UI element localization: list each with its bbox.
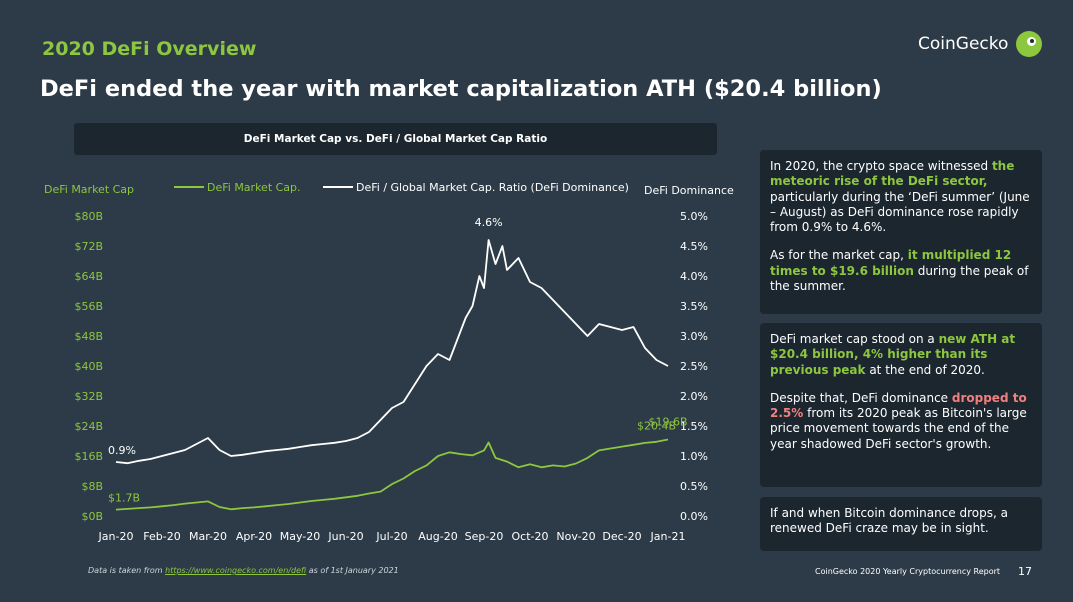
- report-footer: CoinGecko 2020 Yearly Cryptocurrency Rep…: [815, 567, 1001, 576]
- left-tick-label: $8B: [81, 480, 103, 493]
- left-tick-label: $24B: [74, 420, 103, 433]
- right-tick-label: 2.5%: [680, 360, 708, 373]
- page-number: 17: [1018, 565, 1032, 578]
- annotation-label: 0.9%: [108, 444, 136, 457]
- right-tick-label: 0.0%: [680, 510, 708, 523]
- legend-label-market-cap: DeFi Market Cap.: [207, 181, 301, 194]
- legend: DeFi Market Cap. DeFi / Global Market Ca…: [174, 181, 629, 194]
- annotation-label: $19.6B: [648, 416, 687, 429]
- x-tick-label: Jan-21: [650, 530, 686, 543]
- right-tick-label: 0.5%: [680, 480, 708, 493]
- insight-panel-summer: In 2020, the crypto space witnessed the …: [760, 150, 1042, 314]
- left-axis-ticks: $0B $8B $16B $24B $32B $40B $48B $56B $64B $72B $8…: [74, 210, 103, 523]
- x-tick-label: Jul-20: [375, 530, 407, 543]
- right-tick-label: 3.5%: [680, 300, 708, 313]
- left-tick-label: $56B: [74, 300, 103, 313]
- x-tick-label: Jan-20: [98, 530, 134, 543]
- right-tick-label: 1.5%: [680, 420, 708, 433]
- x-tick-label: May-20: [280, 530, 321, 543]
- insight-panel-ath: DeFi market cap stood on a new ATH at $2…: [760, 323, 1042, 487]
- right-axis-ticks: 0.0% 0.5% 1.0% 1.5% 2.0% 2.5% 3.0% 3.5% 4.0% 4.5%…: [680, 210, 708, 523]
- x-tick-label: Nov-20: [556, 530, 595, 543]
- left-tick-label: $80B: [74, 210, 103, 223]
- series-line-0: [115, 438, 669, 511]
- insight-panel-outlook: If and when Bitcoin dominance drops, a r…: [760, 497, 1042, 551]
- annotations: $1.7B $19.6B$20.4B 0.9% 4.6%: [108, 216, 688, 505]
- chart-title: DeFi Market Cap vs. DeFi / Global Market…: [74, 123, 717, 155]
- right-tick-label: 1.0%: [680, 450, 708, 463]
- left-axis-label: DeFi Market Cap: [44, 183, 134, 196]
- right-tick-label: 5.0%: [680, 210, 708, 223]
- annotation-label: $1.7B: [108, 492, 140, 505]
- x-tick-label: Apr-20: [236, 530, 272, 543]
- annotation-label: $20.4B: [637, 420, 676, 433]
- note-paragraph: DeFi market cap stood on a new ATH at $2…: [770, 332, 1016, 377]
- note-paragraph: As for the market cap, it multiplied 12 …: [770, 248, 1029, 294]
- source-note: Data is taken from https://www.coingecko…: [88, 566, 399, 575]
- note-paragraph: If and when Bitcoin dominance drops, a r…: [770, 506, 1008, 536]
- left-tick-label: $72B: [74, 240, 103, 253]
- chart: DeFi Market Cap. DeFi / Global Market Ca…: [44, 181, 734, 543]
- x-tick-label: Feb-20: [143, 530, 180, 543]
- legend-label-dominance: DeFi / Global Market Cap. Ratio (DeFi Do…: [356, 181, 629, 194]
- left-tick-label: $40B: [74, 360, 103, 373]
- left-tick-label: $32B: [74, 390, 103, 403]
- right-tick-label: 4.0%: [680, 270, 708, 283]
- brand[interactable]: CoinGecko: [918, 30, 1043, 58]
- left-tick-label: $64B: [74, 270, 103, 283]
- x-tick-label: Aug-20: [418, 530, 457, 543]
- right-axis-label: DeFi Dominance: [644, 184, 734, 197]
- brand-name: CoinGecko: [918, 34, 1009, 54]
- page-title: DeFi ended the year with market capitali…: [40, 76, 882, 102]
- left-tick-label: $48B: [74, 330, 103, 343]
- left-tick-label: $0B: [81, 510, 103, 523]
- series-line-1: [115, 239, 669, 465]
- note-paragraph: In 2020, the crypto space witnessed the …: [770, 159, 1030, 235]
- series-lines: [115, 239, 669, 511]
- right-tick-label: 4.5%: [680, 240, 708, 253]
- x-tick-label: Mar-20: [189, 530, 227, 543]
- right-tick-label: 3.0%: [680, 330, 708, 343]
- gecko-logo-icon: [1016, 31, 1043, 57]
- note-paragraph: Despite that, DeFi dominance dropped to …: [770, 390, 1027, 451]
- x-tick-label: Oct-20: [512, 530, 549, 543]
- x-tick-label: Dec-20: [602, 530, 641, 543]
- right-tick-label: 2.0%: [680, 390, 708, 403]
- annotation-label: 4.6%: [475, 216, 503, 229]
- x-tick-label: Jun-20: [327, 530, 363, 543]
- source-link[interactable]: https://www.coingecko.com/en/defi: [165, 566, 307, 575]
- x-axis-ticks: Jan-20 Feb-20 Mar-20 Apr-20 May-20 Jun-20 Jul-…: [98, 530, 686, 543]
- left-tick-label: $16B: [74, 450, 103, 463]
- x-tick-label: Sep-20: [465, 530, 504, 543]
- report-kicker: 2020 DeFi Overview: [42, 38, 257, 60]
